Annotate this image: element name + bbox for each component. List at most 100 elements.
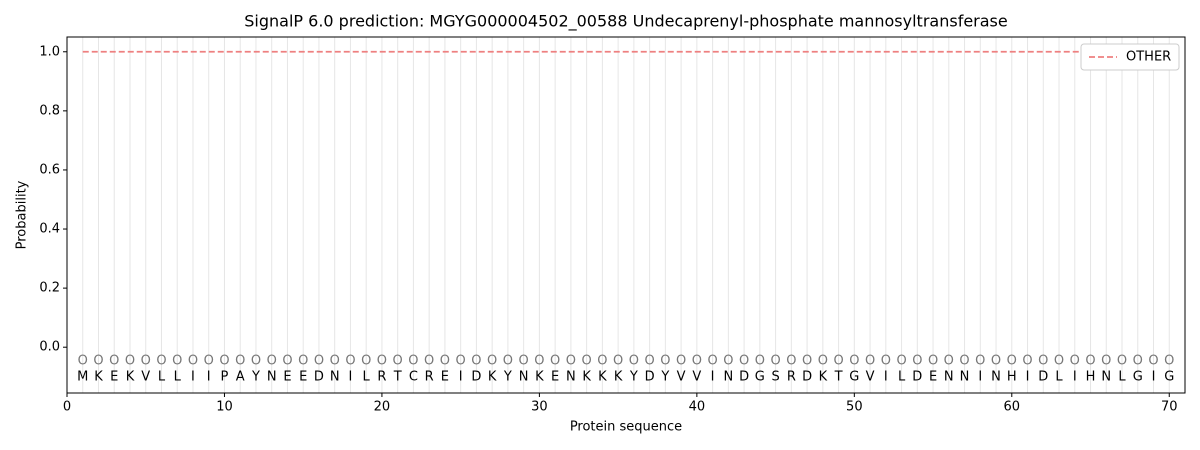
residue: T (834, 370, 843, 385)
residue: L (363, 370, 371, 385)
residue: D (912, 370, 922, 385)
region-label: O (267, 354, 277, 369)
region-label: O (487, 354, 497, 369)
residue: G (1133, 370, 1143, 385)
region-label: O (1038, 354, 1048, 369)
residue: I (711, 370, 715, 385)
region-label: O (519, 354, 529, 369)
region-label: O (959, 354, 969, 369)
residue: K (94, 370, 103, 385)
region-label: O (408, 354, 418, 369)
residue: N (991, 370, 1001, 385)
region-label: O (975, 354, 985, 369)
region-label: O (156, 354, 166, 369)
residue: L (898, 370, 906, 385)
residue: V (141, 370, 150, 385)
residue: D (739, 370, 749, 385)
region-label: O (818, 354, 828, 369)
region-label: O (78, 354, 88, 369)
region-label: O (219, 354, 229, 369)
residue: N (1101, 370, 1111, 385)
residue: N (723, 370, 733, 385)
residue: Y (660, 370, 669, 385)
residue: I (884, 370, 888, 385)
region-label: O (314, 354, 324, 369)
x-tick-label: 30 (531, 400, 548, 415)
residue: R (377, 370, 386, 385)
residue: I (1026, 370, 1030, 385)
region-label: O (1117, 354, 1127, 369)
residue: R (787, 370, 796, 385)
residue: I (191, 370, 195, 385)
x-tick-label: 70 (1161, 400, 1178, 415)
region-label: O (912, 354, 922, 369)
region-label: O (235, 354, 245, 369)
region-label: O (1022, 354, 1032, 369)
residue: K (535, 370, 544, 385)
chart-title: SignalP 6.0 prediction: MGYG000004502_00… (244, 12, 1007, 32)
residue: M (77, 370, 88, 385)
y-tick-label: 0.4 (39, 222, 60, 237)
residue: D (802, 370, 812, 385)
x-tick-label: 60 (1004, 400, 1021, 415)
region-label: O (471, 354, 481, 369)
region-label: O (660, 354, 670, 369)
region-label: O (1007, 354, 1017, 369)
residue: V (692, 370, 701, 385)
region-label: O (440, 354, 450, 369)
region-label: O (550, 354, 560, 369)
residue: K (582, 370, 591, 385)
region-label: O (251, 354, 261, 369)
region-label: O (1164, 354, 1174, 369)
region-label: O (456, 354, 466, 369)
region-label: O (345, 354, 355, 369)
region-label: O (172, 354, 182, 369)
x-tick-label: 0 (63, 400, 71, 415)
region-label: O (282, 354, 292, 369)
region-label: O (330, 354, 340, 369)
residue: L (1118, 370, 1126, 385)
residue: V (866, 370, 875, 385)
residue: H (1086, 370, 1096, 385)
residue: K (488, 370, 497, 385)
region-label: O (361, 354, 371, 369)
region-label: O (645, 354, 655, 369)
y-tick-label: 0.6 (39, 162, 60, 177)
region-label: O (991, 354, 1001, 369)
residue: C (409, 370, 418, 385)
x-axis-label: Protein sequence (570, 420, 682, 435)
x-tick-label: 10 (216, 400, 233, 415)
residue: I (1152, 370, 1156, 385)
residue: R (425, 370, 434, 385)
region-label: O (613, 354, 623, 369)
residue: N (566, 370, 576, 385)
legend-box (1080, 43, 1180, 71)
residue: D (645, 370, 655, 385)
region-label: O (1101, 354, 1111, 369)
region-label: O (928, 354, 938, 369)
residue: I (349, 370, 353, 385)
residue: D (314, 370, 324, 385)
y-tick-label: 1.0 (39, 44, 60, 59)
region-label: O (503, 354, 513, 369)
residue: G (755, 370, 765, 385)
region-label: O (881, 354, 891, 369)
region-label: O (534, 354, 544, 369)
y-axis-label: Probability (15, 180, 30, 249)
residue: I (1073, 370, 1077, 385)
residue: N (330, 370, 340, 385)
region-label: O (204, 354, 214, 369)
region-label: O (692, 354, 702, 369)
plot-frame (66, 36, 1186, 394)
y-tick-label: 0.8 (39, 103, 60, 118)
legend-label: OTHER (1126, 50, 1171, 65)
region-label: O (582, 354, 592, 369)
region-label: O (109, 354, 119, 369)
residue: E (283, 370, 291, 385)
y-tick-label: 0.0 (39, 340, 60, 355)
residue: I (207, 370, 211, 385)
region-label: O (93, 354, 103, 369)
region-label: O (770, 354, 780, 369)
region-label: O (1054, 354, 1064, 369)
